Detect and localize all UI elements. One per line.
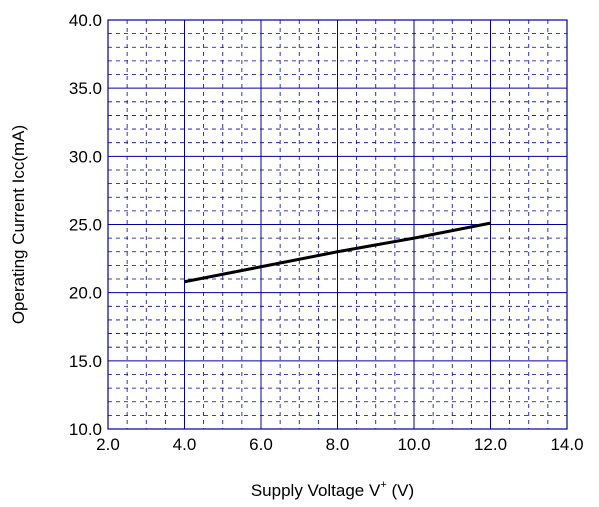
y-tick-label: 30.0 (69, 147, 102, 166)
x-tick-label: 6.0 (249, 435, 273, 454)
y-tick-label: 20.0 (69, 284, 102, 303)
x-axis-title-main: Supply Voltage V (251, 481, 381, 500)
x-tick-label: 2.0 (96, 435, 120, 454)
x-tick-labels: 2.0 4.0 6.0 8.0 10.0 12.0 14.0 (96, 435, 583, 454)
y-tick-label: 25.0 (69, 216, 102, 235)
x-axis-title-superscript: + (380, 479, 386, 491)
x-axis-title-unit: (V) (387, 481, 414, 500)
series-layer (184, 221, 491, 284)
y-tick-label: 40.0 (69, 11, 102, 30)
major-gridlines (108, 20, 567, 429)
y-axis-title: Operating Current Icc(mA) (9, 125, 28, 324)
x-tick-label: 8.0 (326, 435, 350, 454)
plot-frame (107, 19, 568, 430)
y-tick-label: 10.0 (69, 420, 102, 439)
x-axis-title: Supply Voltage V+ (V) (251, 479, 414, 500)
y-tick-labels: 10.0 15.0 20.0 25.0 30.0 35.0 40.0 (69, 11, 102, 439)
y-tick-label: 35.0 (69, 79, 102, 98)
x-tick-label: 12.0 (474, 435, 507, 454)
x-tick-label: 14.0 (550, 435, 583, 454)
x-tick-label: 4.0 (173, 435, 197, 454)
series-line-0 (184, 221, 491, 284)
y-tick-label: 15.0 (69, 352, 102, 371)
x-tick-label: 10.0 (397, 435, 430, 454)
